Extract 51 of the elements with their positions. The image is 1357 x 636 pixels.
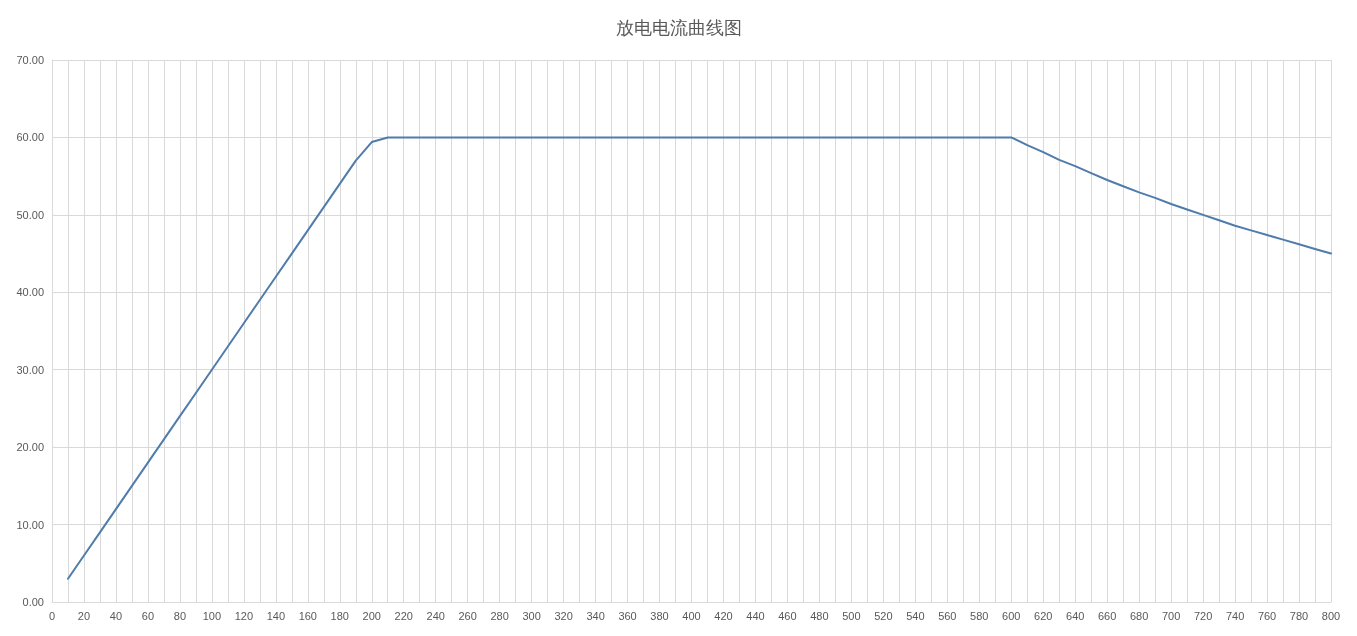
x-tick-label: 720 xyxy=(1193,609,1213,622)
x-tick-label: 20 xyxy=(77,609,91,622)
x-tick-label: 640 xyxy=(1066,609,1085,622)
x-tick-label: 620 xyxy=(1034,609,1053,622)
x-tick-label: 660 xyxy=(1098,609,1117,622)
y-tick-label: 30.00 xyxy=(16,363,44,376)
y-tick-label: 10.00 xyxy=(16,518,44,531)
x-tick-label: 420 xyxy=(714,609,733,622)
x-tick-label: 440 xyxy=(746,609,765,622)
x-tick-label: 700 xyxy=(1161,609,1181,622)
x-tick-label: 120 xyxy=(234,609,254,622)
x-tick-label: 780 xyxy=(1289,609,1309,622)
x-tick-label: 0 xyxy=(48,609,56,622)
x-tick-label: 60 xyxy=(141,609,155,622)
x-tick-label: 460 xyxy=(778,609,797,622)
y-tick-label: 60.00 xyxy=(16,131,44,144)
x-tick-label: 760 xyxy=(1257,609,1277,622)
y-tick-label: 40.00 xyxy=(16,286,44,299)
y-tick-label: 70.00 xyxy=(16,54,44,66)
x-tick-label: 240 xyxy=(426,609,445,622)
x-tick-label: 80 xyxy=(173,609,187,622)
x-tick-label: 40 xyxy=(109,609,123,622)
y-tick-label: 0.00 xyxy=(22,596,44,608)
x-tick-label: 480 xyxy=(810,609,829,622)
x-tick-label: 180 xyxy=(330,609,349,622)
x-tick-label: 600 xyxy=(1002,609,1021,622)
x-tick-label: 400 xyxy=(682,609,701,622)
x-tick-label: 320 xyxy=(554,609,573,622)
x-tick-label: 220 xyxy=(394,609,413,622)
x-tick-label: 560 xyxy=(938,609,957,622)
y-tick-label: 50.00 xyxy=(16,208,44,221)
x-tick-label: 740 xyxy=(1225,609,1245,622)
x-tick-label: 160 xyxy=(298,609,317,622)
x-tick-label: 100 xyxy=(202,609,222,622)
chart-title: 放电电流曲线图 xyxy=(615,18,742,38)
x-tick-label: 380 xyxy=(650,609,669,622)
x-tick-label: 800 xyxy=(1321,609,1341,622)
x-tick-label: 360 xyxy=(618,609,637,622)
x-tick-label: 680 xyxy=(1129,609,1149,622)
x-tick-label: 540 xyxy=(906,609,925,622)
x-tick-label: 140 xyxy=(266,609,285,622)
x-tick-label: 260 xyxy=(458,609,477,622)
x-tick-label: 580 xyxy=(970,609,989,622)
x-tick-label: 500 xyxy=(842,609,861,622)
x-tick-label: 520 xyxy=(874,609,893,622)
y-tick-label: 20.00 xyxy=(16,441,44,454)
x-tick-label: 280 xyxy=(490,609,509,622)
x-tick-label: 300 xyxy=(522,609,541,622)
line-series xyxy=(66,136,1332,580)
x-tick-label: 340 xyxy=(586,609,605,622)
x-tick-label: 200 xyxy=(362,609,381,622)
